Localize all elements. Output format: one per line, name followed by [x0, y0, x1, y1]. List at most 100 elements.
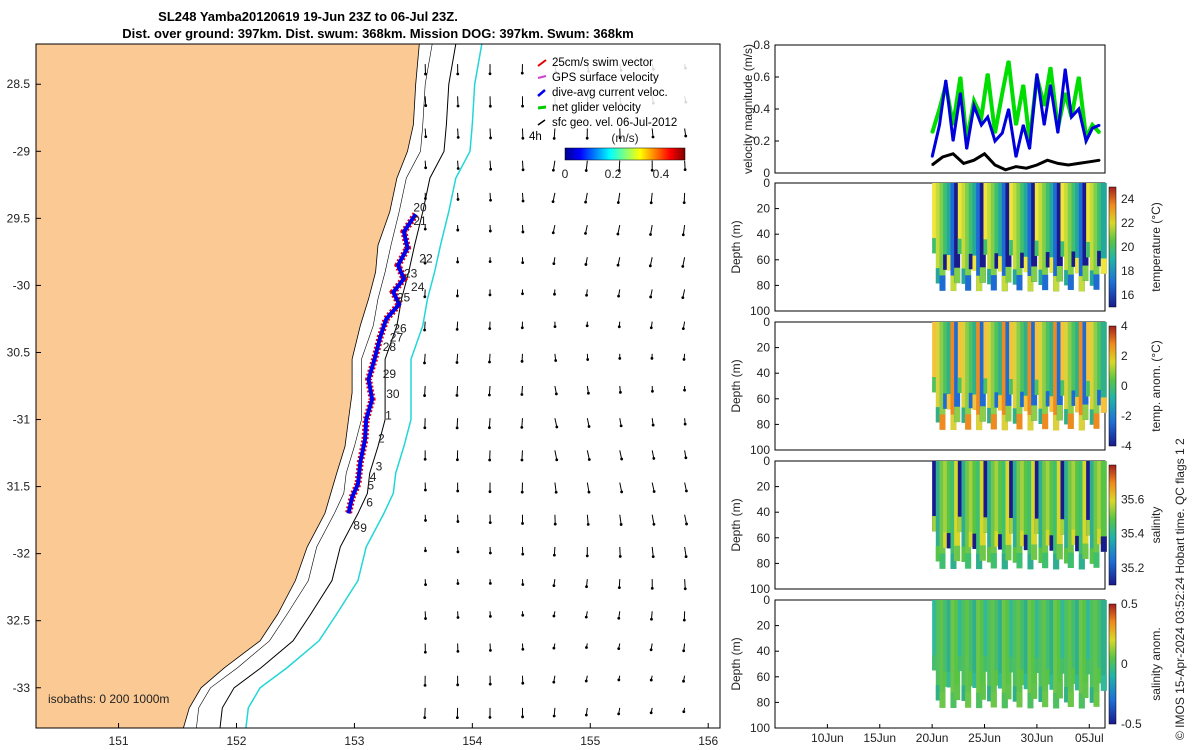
- velocity-arrow-head: [649, 326, 653, 330]
- heatmap-cell: [1027, 183, 1034, 292]
- heatmap-cell: [1034, 379, 1041, 395]
- heatmap-cell: [1100, 322, 1107, 413]
- velocity-arrow-head: [552, 614, 556, 618]
- heatmap-cell: [979, 545, 986, 561]
- heatmap-cell: [990, 183, 997, 291]
- heatmap-cell: [1031, 405, 1038, 421]
- heatmap-cell: [1097, 250, 1104, 267]
- heatmap-cell: [1053, 600, 1060, 709]
- heatmap-cell: [1056, 322, 1063, 421]
- velocity-arrow-head: [423, 426, 427, 430]
- day-label: 20: [413, 201, 427, 215]
- heatmap-cell: [1027, 275, 1034, 292]
- heatmap-cell: [1075, 535, 1082, 552]
- velocity-arrow: [682, 224, 686, 235]
- heatmap-cell: [1100, 461, 1107, 552]
- heatmap-cell: [1056, 405, 1063, 421]
- heatmap-cell: [935, 407, 942, 423]
- velocity-arrow-head: [650, 586, 654, 590]
- velocity-arrow: [684, 546, 687, 557]
- heatmap-colorbar-tick: 16: [1121, 288, 1135, 302]
- heatmap-colorbar-label: salinity: [1149, 507, 1163, 544]
- velocity-arrow: [586, 418, 590, 427]
- heatmap-cell: [1078, 415, 1085, 431]
- heatmap-cell: [1023, 600, 1030, 690]
- heatmap-cell: [1071, 461, 1078, 545]
- heatmap-cell: [983, 183, 990, 255]
- velocity-arrow-head: [684, 134, 688, 138]
- heatmap-cell: [965, 414, 972, 430]
- velocity-arrow-head: [648, 264, 652, 268]
- velocity-arrow-head: [424, 72, 427, 76]
- velocity-arrow-head: [617, 712, 621, 716]
- map-ytick-label: 32.5: [7, 614, 31, 628]
- heatmap-cell: [1034, 322, 1041, 395]
- heatmap-cell: [1100, 600, 1107, 691]
- velocity-arrow: [488, 418, 491, 428]
- heatmap-cell: [998, 322, 1005, 411]
- heatmap-ytick-label: 80: [757, 695, 771, 709]
- velocity-arrow-head: [552, 584, 556, 588]
- heatmap-cell: [994, 322, 1001, 408]
- heatmap-cell: [957, 183, 964, 255]
- velocity-arrow-head: [649, 648, 653, 652]
- heatmap-cell: [987, 461, 994, 563]
- legend-net-marker: [537, 105, 547, 110]
- heatmap-cell: [998, 461, 1005, 550]
- heatmap-cell: [1082, 461, 1089, 559]
- velocity-ytick-label: 0.2: [753, 134, 770, 148]
- map-ytick-label: -33: [13, 681, 31, 695]
- velocity-arrow-head: [650, 168, 654, 172]
- heatmap-cell: [979, 183, 986, 283]
- heatmap-cell: [1093, 552, 1100, 568]
- heatmap-cell: [1016, 274, 1023, 291]
- velocity-arrow-head: [616, 201, 620, 204]
- velocity-arrow-head: [649, 711, 653, 715]
- heatmap-ytick-label: 0: [763, 454, 770, 468]
- heatmap-cell: [1053, 322, 1060, 431]
- time-xtick-label: 10Jun: [811, 731, 844, 745]
- heatmap-cell: [1064, 322, 1071, 425]
- heatmap-cell: [1005, 183, 1012, 283]
- heatmap-cell: [1060, 380, 1067, 396]
- heatmap-cell: [950, 600, 957, 708]
- heatmap-cell: [994, 392, 1001, 408]
- heatmap-cell: [1005, 544, 1012, 561]
- heatmap-cell: [954, 267, 961, 284]
- velocity-point: [1078, 162, 1080, 165]
- velocity-arrow: [650, 224, 653, 235]
- velocity-point: [994, 164, 996, 166]
- heatmap-cell: [994, 531, 1001, 547]
- velocity-arrow-head: [618, 357, 622, 360]
- velocity-arrow-head: [520, 71, 524, 75]
- heatmap-cell: [1097, 183, 1104, 267]
- heatmap-ylabel: Depth (m): [729, 359, 743, 412]
- heatmap-cell: [943, 393, 950, 409]
- heatmap-cell: [990, 275, 997, 291]
- heatmap-cell: [1023, 322, 1030, 412]
- velocity-arrow: [554, 450, 558, 460]
- heatmap-cell: [1027, 414, 1034, 431]
- velocity-arrow-head: [584, 232, 587, 235]
- velocity-arrow: [619, 482, 623, 492]
- heatmap-cell: [1005, 322, 1012, 422]
- velocity-point: [941, 156, 944, 158]
- velocity-point: [980, 116, 983, 118]
- velocity-arrow-head: [424, 549, 427, 553]
- velocity-arrow-head: [584, 679, 588, 683]
- heatmap-ytick-label: 0: [763, 176, 770, 190]
- heatmap-cell: [1053, 183, 1060, 292]
- heatmap-cell: [1093, 413, 1100, 429]
- velocity-arrow-head: [553, 292, 556, 296]
- velocity-arrow-head: [521, 715, 524, 719]
- heatmap-cell: [1045, 322, 1052, 407]
- heatmap-cell: [1086, 600, 1093, 675]
- map-xtick-label: 152: [226, 734, 246, 748]
- heatmap-cell: [1016, 413, 1023, 430]
- velocity-point: [1057, 162, 1059, 165]
- heatmap-cell: [1023, 256, 1030, 273]
- heatmap-cell: [1016, 552, 1023, 569]
- velocity-arrow-head: [423, 295, 427, 299]
- heatmap-cell: [1031, 183, 1038, 282]
- velocity-arrow-head: [617, 169, 621, 172]
